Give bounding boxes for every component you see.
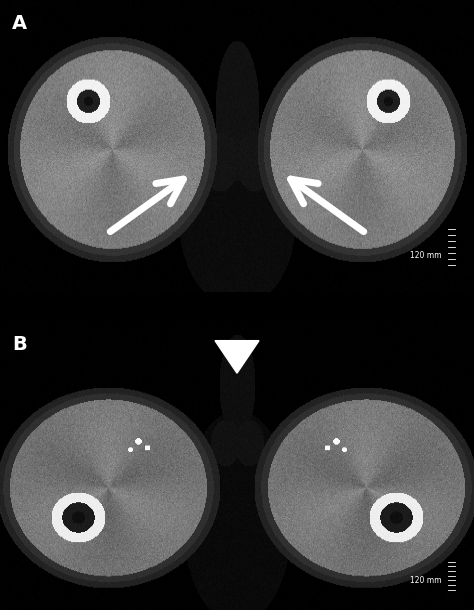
Text: B: B (12, 335, 27, 354)
Text: A: A (12, 14, 27, 33)
Text: 120 mm: 120 mm (410, 576, 442, 585)
Polygon shape (215, 340, 259, 373)
Text: 120 mm: 120 mm (410, 251, 442, 260)
